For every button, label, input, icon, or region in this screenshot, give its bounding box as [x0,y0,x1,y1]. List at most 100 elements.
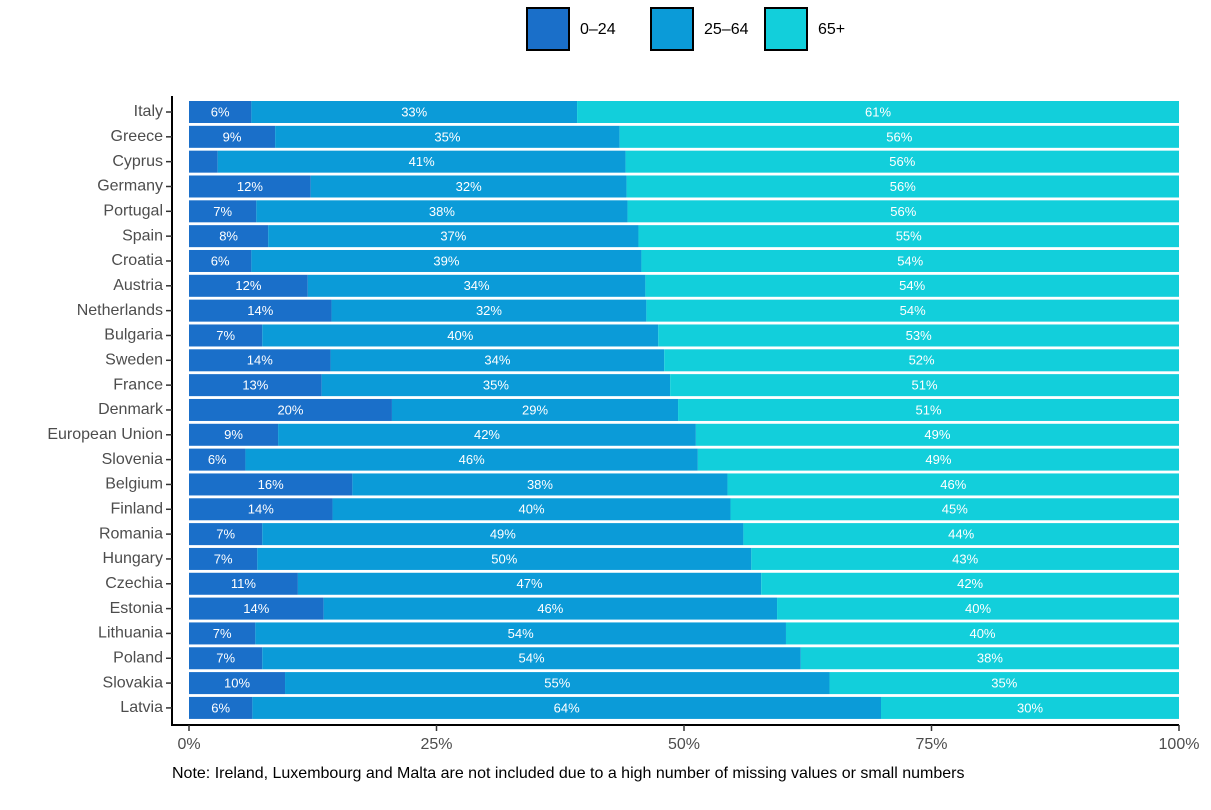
bar-segment [646,299,1179,322]
bar-segment [730,498,1179,521]
value-label: 50% [491,551,517,566]
value-label: 13% [242,378,268,393]
value-label: 54% [900,303,926,318]
bar-segment [331,299,647,322]
bar-segment [307,274,646,297]
y-tick-label: Estonia [110,600,163,617]
bar-segment [658,324,1179,347]
x-tick-label: 25% [420,736,452,753]
value-label: 34% [464,278,490,293]
value-label: 56% [889,154,915,169]
bar-segment [262,523,744,546]
bar-segment [332,498,731,521]
bar-segment [217,150,626,173]
y-tick-label: Latvia [120,699,163,716]
y-tick-label: Hungary [103,550,163,567]
bar-segment [189,175,311,198]
value-label: 7% [213,204,232,219]
value-label: 38% [429,204,455,219]
bar-segment [743,523,1179,546]
value-label: 40% [519,502,545,517]
y-tick-label: Italy [134,103,163,120]
value-label: 49% [924,427,950,442]
bar-segment [251,249,642,272]
value-label: 32% [476,303,502,318]
bar-segment [625,150,1179,173]
y-tick-label: Sweden [105,352,163,369]
bar-segment [645,274,1179,297]
bar-segment [352,473,728,496]
value-label: 39% [433,253,459,268]
value-label: 6% [211,104,230,119]
value-label: 37% [440,229,466,244]
bar-segment [252,696,882,719]
bar-segment [626,175,1179,198]
bar-segment [777,597,1179,620]
y-tick-label: Slovakia [103,674,164,691]
legend-label: 65+ [818,21,845,38]
value-label: 12% [235,278,261,293]
value-label: 55% [544,676,570,691]
value-label: 46% [940,477,966,492]
bar-segment [751,547,1179,570]
bar-segment [619,125,1179,148]
bar-segment [245,448,698,471]
y-tick-label: Belgium [105,476,163,493]
bar-segment [255,622,786,645]
value-label: 54% [519,651,545,666]
value-label: 14% [247,303,273,318]
bar-segment [189,597,324,620]
value-label: 32% [456,179,482,194]
bar-segment [189,672,286,695]
bar-segment [275,125,620,148]
value-label: 45% [942,502,968,517]
value-label: 6% [211,700,230,715]
value-label: 56% [890,204,916,219]
value-label: 35% [991,676,1017,691]
value-label: 7% [213,626,232,641]
bar-segment [189,523,263,546]
value-label: 9% [224,427,243,442]
bar-segment [800,647,1179,670]
legend-label: 0–24 [580,21,616,38]
bar-segment [638,225,1179,248]
bar-segment [256,200,628,223]
x-tick-label: 75% [915,736,947,753]
y-tick-label: Cyprus [112,153,163,170]
value-label: 6% [208,452,227,467]
bar-segment [189,448,246,471]
value-label: 7% [214,551,233,566]
value-label: 14% [243,601,269,616]
value-label: 54% [899,278,925,293]
y-tick-label: European Union [47,426,163,443]
x-tick-label: 100% [1159,736,1200,753]
bar-segment [189,324,263,347]
y-tick-label: Austria [113,277,163,294]
bar-segment [670,374,1179,397]
bar-segment [189,374,322,397]
y-tick-label: Slovenia [102,451,163,468]
value-label: 41% [409,154,435,169]
legend-swatch [650,7,694,51]
value-label: 10% [224,676,250,691]
bar-segment [881,696,1179,719]
bar-segment [189,572,298,595]
bar-segment [189,299,332,322]
value-label: 7% [216,328,235,343]
bar-segment [189,101,252,123]
value-label: 7% [216,651,235,666]
bar-segment [189,274,308,297]
bar-segment [761,572,1179,595]
bar-segment [627,200,1179,223]
bar-segment [189,622,256,645]
legend-label: 25–64 [704,21,749,38]
y-tick-label: Czechia [105,575,163,592]
value-label: 42% [957,576,983,591]
value-label: 35% [434,129,460,144]
value-label: 29% [522,402,548,417]
x-tick-label: 50% [668,736,700,753]
value-label: 46% [459,452,485,467]
value-label: 12% [237,179,263,194]
bar-segment [310,175,627,198]
